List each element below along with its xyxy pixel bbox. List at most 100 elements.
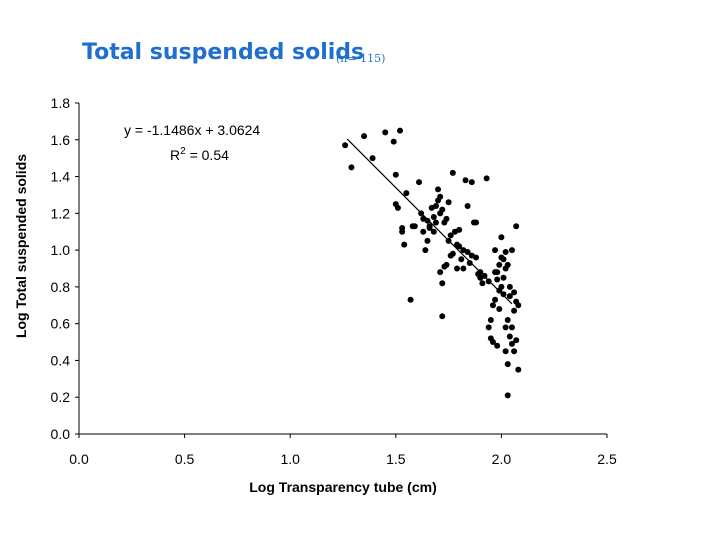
data-point — [506, 293, 513, 300]
y-ticks: 0.0 0.2 0.4 0.6 0.8 1.0 1.2 1.4 1.6 1.8 — [51, 95, 79, 442]
data-point — [460, 265, 467, 272]
data-point — [508, 324, 515, 331]
data-point — [508, 340, 515, 347]
r-squared-superscript: 2 — [180, 146, 186, 157]
data-point — [420, 228, 427, 235]
data-point — [348, 164, 355, 171]
data-point — [394, 204, 401, 211]
y-tick-label: 1.8 — [51, 95, 71, 111]
data-point — [445, 199, 452, 206]
data-point — [479, 280, 486, 287]
data-point — [409, 223, 416, 230]
data-point — [502, 324, 509, 331]
data-point — [473, 254, 480, 261]
x-tick-label: 1.5 — [386, 451, 406, 467]
data-point — [498, 283, 505, 290]
data-point — [504, 361, 511, 368]
data-point — [500, 274, 507, 281]
data-point — [515, 366, 522, 373]
data-point — [504, 261, 511, 268]
data-point — [392, 171, 399, 178]
x-tick-label: 2.0 — [492, 451, 512, 467]
data-point — [403, 190, 410, 197]
data-point — [494, 342, 501, 349]
data-point — [487, 316, 494, 323]
data-point — [511, 348, 518, 355]
data-point — [437, 193, 444, 200]
data-point — [485, 324, 492, 331]
x-tick-label: 0.5 — [175, 451, 195, 467]
y-tick-label: 1.6 — [51, 132, 71, 148]
data-point — [399, 225, 406, 232]
data-point — [449, 250, 456, 257]
trendline-equation: y = -1.1486x + 3.0624 — [124, 122, 260, 138]
data-point — [464, 202, 471, 209]
data-point — [500, 256, 507, 263]
data-point — [407, 296, 414, 303]
data-point — [492, 247, 499, 254]
data-point — [502, 348, 509, 355]
data-point — [504, 316, 511, 323]
data-point — [513, 223, 520, 230]
data-point — [439, 313, 446, 320]
data-point — [511, 289, 518, 296]
data-point — [489, 302, 496, 309]
data-point — [513, 337, 520, 344]
y-tick-label: 1.2 — [51, 205, 71, 221]
data-point — [456, 226, 463, 233]
data-point — [430, 228, 437, 235]
data-point — [416, 179, 423, 186]
data-point — [449, 169, 456, 176]
x-tick-label: 2.5 — [597, 451, 617, 467]
data-point — [496, 261, 503, 268]
data-points — [342, 127, 522, 399]
data-point — [508, 247, 515, 254]
r-squared-value: = 0.54 — [186, 147, 229, 163]
x-axis-title: Log Transparency tube (cm) — [249, 479, 436, 495]
data-point — [456, 243, 463, 250]
data-point — [443, 215, 450, 222]
data-point — [515, 302, 522, 309]
data-point — [422, 247, 429, 254]
data-point — [489, 339, 496, 346]
y-tick-label: 0.8 — [51, 279, 71, 295]
y-axis-title: Log Total suspended solids — [13, 154, 29, 338]
y-tick-label: 0.4 — [51, 352, 71, 368]
data-point — [468, 179, 475, 186]
data-point — [462, 177, 469, 184]
data-point — [401, 241, 408, 248]
data-point — [498, 234, 505, 241]
y-axis: 0.0 0.2 0.4 0.6 0.8 1.0 1.2 1.4 1.6 1.8 — [51, 95, 80, 442]
data-point — [382, 129, 389, 136]
x-ticks: 0.0 0.5 1.0 1.5 2.0 2.5 — [69, 434, 617, 467]
data-point — [430, 214, 437, 221]
data-point — [458, 256, 465, 263]
data-point — [492, 296, 499, 303]
y-tick-label: 0.2 — [51, 389, 71, 405]
data-point — [361, 133, 368, 140]
x-tick-label: 1.0 — [280, 451, 300, 467]
r-squared-symbol: R — [170, 147, 180, 163]
slide-title: Total suspended solids — [82, 40, 365, 65]
data-point — [439, 280, 446, 287]
y-tick-label: 0.0 — [51, 426, 71, 442]
x-tick-label: 0.0 — [69, 451, 89, 467]
data-point — [397, 127, 404, 134]
data-point — [466, 259, 473, 266]
data-point — [432, 202, 439, 209]
data-point — [432, 219, 439, 226]
data-point — [473, 219, 480, 226]
data-point — [460, 247, 467, 254]
data-point — [506, 333, 513, 340]
data-point — [369, 155, 376, 162]
y-tick-label: 1.0 — [51, 242, 71, 258]
data-point — [500, 291, 507, 298]
data-point — [424, 237, 431, 244]
data-point — [437, 269, 444, 276]
y-tick-label: 0.6 — [51, 316, 71, 332]
data-point — [504, 392, 511, 399]
data-point — [426, 223, 433, 230]
data-point — [342, 142, 349, 149]
y-tick-label: 1.4 — [51, 169, 71, 185]
